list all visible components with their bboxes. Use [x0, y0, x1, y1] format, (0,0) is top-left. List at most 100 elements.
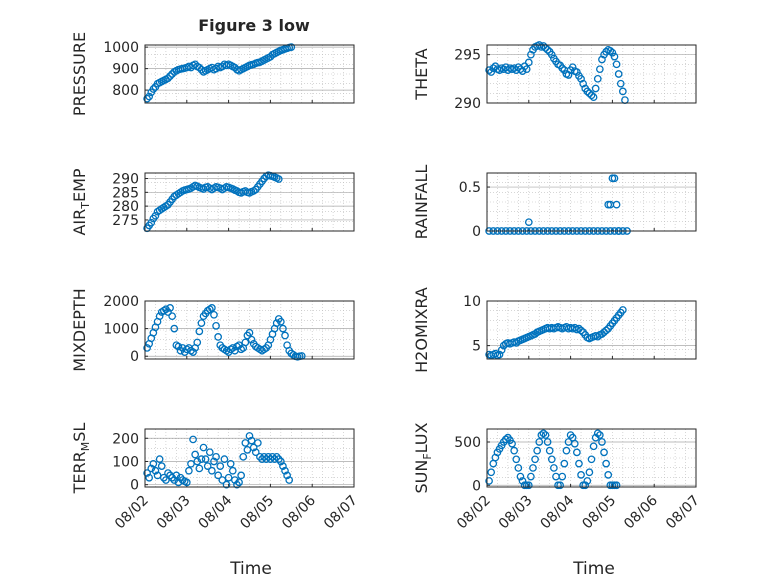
- data-point: [602, 459, 610, 468]
- data-point: [193, 457, 202, 466]
- data-point: [570, 323, 579, 332]
- data-point: [562, 446, 571, 455]
- data-point: [245, 328, 254, 337]
- data-point: [274, 175, 283, 183]
- data-point: [579, 79, 587, 88]
- data-point: [577, 326, 585, 335]
- data-point: [550, 464, 558, 472]
- data-point: [593, 74, 602, 83]
- data-point: [166, 304, 174, 312]
- data-point: [276, 457, 285, 466]
- data-point: [575, 459, 583, 468]
- y-label-part: TERR: [70, 451, 89, 494]
- data-point: [164, 308, 172, 316]
- data-point: [510, 446, 519, 455]
- figure-title: Figure 3 low: [198, 16, 310, 35]
- data-point: [272, 319, 281, 327]
- data-point: [610, 174, 619, 183]
- y-tick-label: 900: [112, 62, 139, 78]
- data-point: [281, 331, 289, 340]
- axes-frame: [144, 300, 355, 360]
- y-tick-label: 10: [463, 294, 481, 310]
- data-point: [170, 324, 179, 333]
- data-point: [529, 464, 537, 472]
- y-axis-label: SUNFLUX: [412, 422, 434, 493]
- data-point: [174, 342, 183, 351]
- data-point: [164, 74, 172, 83]
- data-point: [155, 455, 164, 464]
- data-point: [522, 65, 531, 74]
- data-point: [547, 50, 556, 59]
- data-point: [272, 452, 281, 461]
- data-point: [254, 439, 262, 447]
- data-point: [612, 60, 621, 69]
- data-point: [581, 481, 590, 490]
- y-tick-label: 280: [112, 199, 139, 215]
- data-point: [618, 306, 627, 314]
- data-point: [495, 66, 504, 74]
- y-label-subscript: M: [79, 442, 92, 452]
- data-point: [573, 448, 581, 457]
- y-label-part: SUN: [412, 460, 431, 494]
- data-point: [155, 312, 164, 321]
- data-point: [149, 85, 158, 93]
- data-point: [524, 58, 533, 67]
- data-point: [585, 468, 594, 477]
- data-point: [518, 477, 527, 485]
- axes-frame: [486, 44, 697, 104]
- y-tick-label: 200: [112, 431, 139, 447]
- data-point: [189, 435, 197, 444]
- data-point: [147, 218, 156, 227]
- data-point: [558, 64, 567, 73]
- data-point: [216, 462, 225, 470]
- x-axis-label-right: Time: [572, 559, 615, 579]
- data-point: [143, 344, 151, 352]
- data-point: [596, 431, 604, 439]
- data-point: [283, 471, 291, 480]
- data-point: [205, 448, 214, 457]
- data-point: [212, 322, 220, 330]
- subplot-1: 800 900 1000 PRESSURE: [70, 32, 355, 116]
- data-point: [583, 87, 592, 96]
- data-point: [527, 50, 535, 59]
- data-point: [560, 459, 569, 468]
- data-point: [228, 466, 237, 475]
- data-point: [214, 471, 222, 480]
- data-point: [145, 92, 154, 101]
- data-point: [143, 94, 151, 103]
- data-point: [497, 346, 506, 354]
- data-point: [533, 446, 542, 455]
- y-tick-label: 275: [112, 213, 139, 229]
- y-axis-label: MIXDEPTH: [70, 288, 89, 371]
- data-point: [573, 68, 581, 76]
- data-point: [577, 74, 585, 83]
- subplot-4: 0 0.5 RAINFALL: [412, 165, 697, 240]
- data-point: [220, 455, 229, 464]
- data-point: [276, 317, 285, 326]
- data-point: [241, 338, 250, 347]
- data-point: [208, 466, 216, 475]
- data-point: [164, 469, 172, 477]
- data-point: [600, 448, 608, 457]
- data-point: [537, 431, 546, 439]
- data-point: [168, 473, 177, 482]
- data-point: [281, 466, 289, 475]
- data-point: [274, 455, 283, 464]
- data-point: [589, 93, 598, 102]
- y-tick-label: 0: [472, 478, 481, 494]
- y-tick-label: 295: [454, 48, 481, 64]
- data-point: [189, 348, 197, 356]
- axes-frame: [486, 300, 697, 360]
- data-point: [182, 478, 191, 487]
- data-point: [185, 466, 193, 475]
- y-tick-label: 500: [454, 435, 481, 451]
- y-tick-label: 2000: [103, 294, 139, 310]
- data-point: [577, 471, 585, 479]
- data-point: [491, 349, 500, 358]
- data-point: [226, 459, 235, 468]
- data-point: [539, 429, 548, 438]
- data-point: [487, 68, 496, 76]
- axes-frame: [486, 172, 697, 232]
